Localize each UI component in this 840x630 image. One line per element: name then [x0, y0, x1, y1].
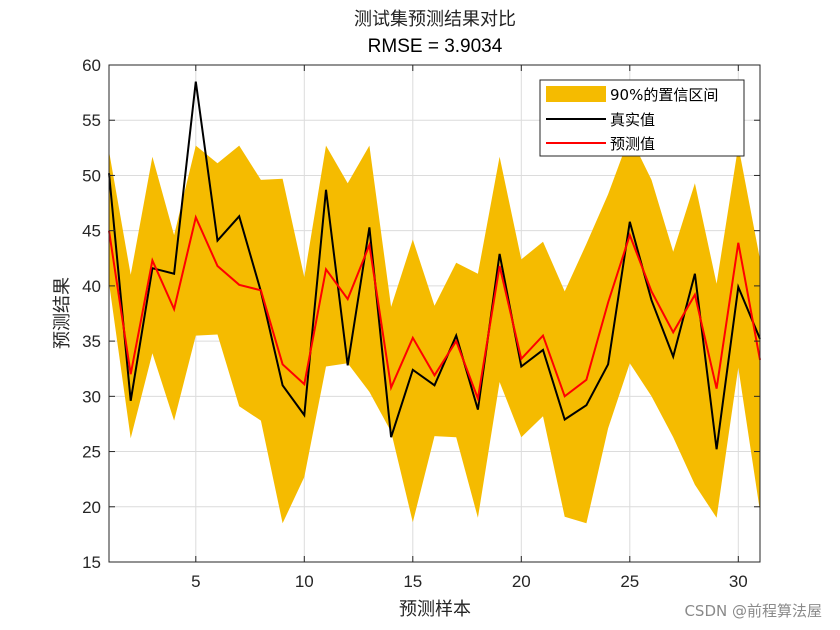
legend-label-actual: 真实值: [610, 111, 655, 129]
y-tick-label: 25: [82, 443, 101, 462]
legend-label-band: 90%的置信区间: [610, 86, 718, 104]
axes-box: [108, 64, 761, 563]
y-tick-label: 35: [82, 332, 101, 351]
x-tick-label: 20: [512, 572, 531, 591]
y-tick-label: 30: [82, 387, 101, 406]
x-tick-labels: 5 10 15 20 25 30: [191, 572, 748, 591]
y-tick-label: 40: [82, 277, 101, 296]
y-tick-labels: 15 20 25 30 35 40 45 50 55 60: [82, 56, 101, 572]
watermark: CSDN @前程算法屋: [684, 602, 822, 620]
y-tick-label: 20: [82, 498, 101, 517]
chart-title: 测试集预测结果对比: [354, 9, 516, 30]
y-tick-label: 55: [82, 111, 101, 130]
tick-marks: [109, 64, 760, 563]
y-tick-label: 50: [82, 166, 101, 185]
y-tick-label: 45: [82, 222, 101, 241]
y-axis-label: 预测结果: [52, 277, 73, 349]
x-tick-label: 25: [620, 572, 639, 591]
title-group: 测试集预测结果对比 RMSE = 3.9034: [354, 9, 516, 57]
series-line-actual: [108, 81, 761, 450]
x-tick-label: 30: [729, 572, 748, 591]
x-axis-label: 预测样本: [399, 599, 471, 620]
chart-subtitle: RMSE = 3.9034: [368, 36, 503, 57]
legend: 90%的置信区间 真实值 预测值: [539, 79, 745, 157]
x-tick-label: 10: [295, 572, 314, 591]
y-tick-label: 60: [82, 56, 101, 75]
plot-area: [108, 81, 761, 524]
legend-label-predicted: 预测值: [610, 135, 655, 153]
x-tick-label: 15: [403, 572, 422, 591]
series-line-predicted: [108, 214, 761, 403]
legend-swatch-band: [546, 86, 606, 102]
confidence-band: [109, 135, 760, 524]
x-tick-label: 5: [191, 572, 200, 591]
y-tick-label: 15: [82, 553, 101, 572]
